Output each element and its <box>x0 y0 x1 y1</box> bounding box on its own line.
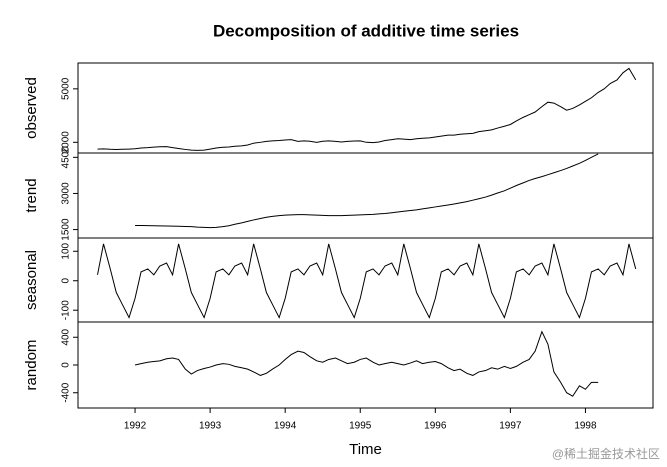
y-axis-label: observed <box>23 77 40 139</box>
x-tick-label: 1996 <box>424 421 447 432</box>
panel-frame <box>77 321 654 409</box>
panel-frame <box>77 237 654 323</box>
series-line <box>134 330 599 397</box>
panel-frame <box>77 152 654 239</box>
chart-title: Decomposition of additive time series <box>213 21 519 40</box>
x-tick-label: 1995 <box>349 421 372 432</box>
x-axis-label: Time <box>349 441 382 458</box>
panel-frame <box>77 62 654 154</box>
y-tick-label: 100 <box>61 242 72 259</box>
x-tick-label: 1993 <box>199 421 222 432</box>
y-axis-label: seasonal <box>23 250 40 310</box>
x-tick-label: 1992 <box>124 421 147 432</box>
y-tick-label: 2000 <box>61 131 72 154</box>
y-tick-label: 0 <box>61 278 72 284</box>
y-tick-label: 5000 <box>61 77 72 100</box>
watermark: @稀土掘金技术社区 <box>552 446 660 461</box>
y-tick-label: 400 <box>61 328 72 345</box>
y-tick-label: 0 <box>61 362 72 368</box>
series-line <box>135 153 599 229</box>
y-tick-label: -400 <box>61 382 72 402</box>
series-line <box>97 67 637 151</box>
x-tick-label: 1998 <box>574 421 597 432</box>
y-tick-label: 1500 <box>61 218 72 241</box>
y-tick-label: 3000 <box>61 182 72 205</box>
y-tick-label: 4500 <box>61 146 72 169</box>
y-axis-label: trend <box>23 178 40 212</box>
series-line <box>97 243 637 319</box>
x-tick-label: 1997 <box>499 421 522 432</box>
y-axis-label: random <box>23 340 40 391</box>
y-tick-label: -100 <box>61 300 72 320</box>
x-tick-label: 1994 <box>274 421 297 432</box>
